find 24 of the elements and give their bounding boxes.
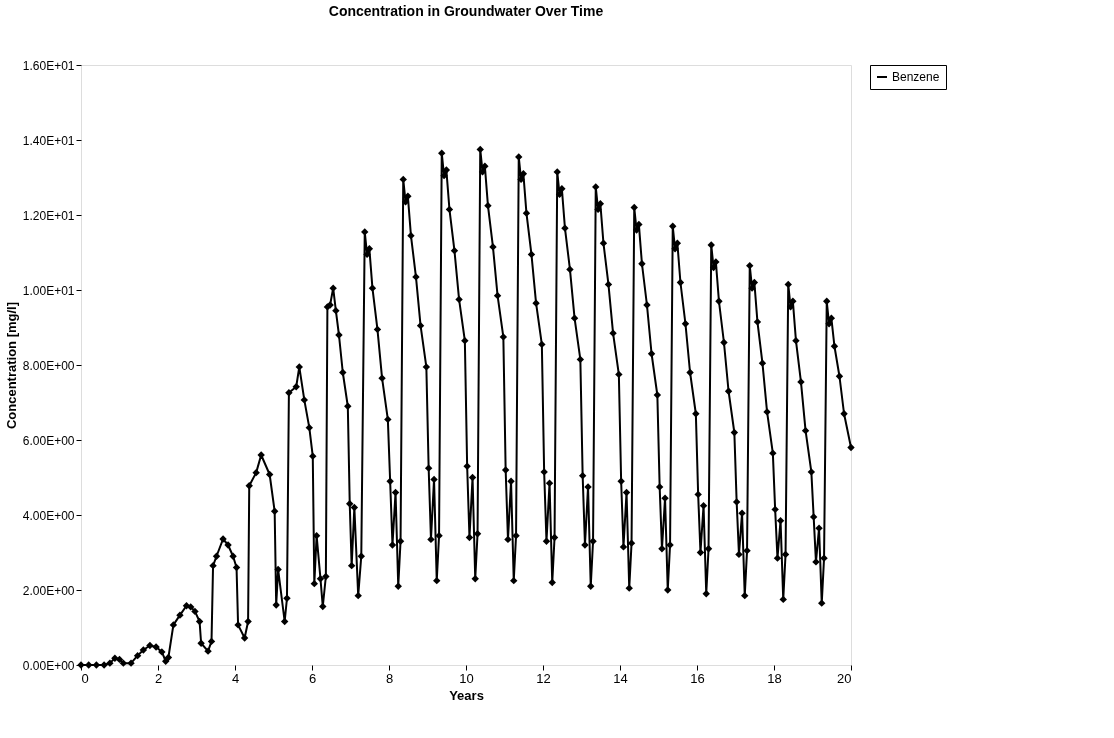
x-tick-label: 8: [385, 670, 394, 686]
x-tick-label: 16: [690, 670, 705, 686]
x-tick-label: 10: [459, 670, 474, 686]
x-axis-title: Years: [449, 687, 484, 703]
x-tick-label: 12: [536, 670, 551, 686]
x-tick-label: 2: [154, 670, 163, 686]
y-tick-label: 8.00E+00: [22, 358, 75, 373]
y-tick-label: 4.00E+00: [22, 508, 75, 523]
y-tick-label: 1.60E+01: [22, 58, 75, 73]
y-tick-label: 0.00E+00: [22, 658, 75, 673]
x-tick-label: 14: [613, 670, 628, 686]
y-tick-label: 1.20E+01: [22, 208, 75, 223]
legend-label: Benzene: [892, 70, 940, 84]
chart-title: Concentration in Groundwater Over Time: [328, 3, 604, 19]
y-tick-label: 6.00E+00: [22, 433, 75, 448]
x-tick-label: 18: [767, 670, 782, 686]
y-axis-title: Concentration [mg/l]: [3, 301, 19, 430]
x-tick-label: 20: [837, 670, 852, 686]
y-tick-label: 1.40E+01: [22, 133, 75, 148]
y-tick-label: 2.00E+00: [22, 583, 75, 598]
y-tick-label: 1.00E+01: [22, 283, 75, 298]
x-tick-label: 6: [308, 670, 317, 686]
x-tick-label: 4: [231, 670, 240, 686]
x-tick-label: 0: [81, 670, 89, 686]
